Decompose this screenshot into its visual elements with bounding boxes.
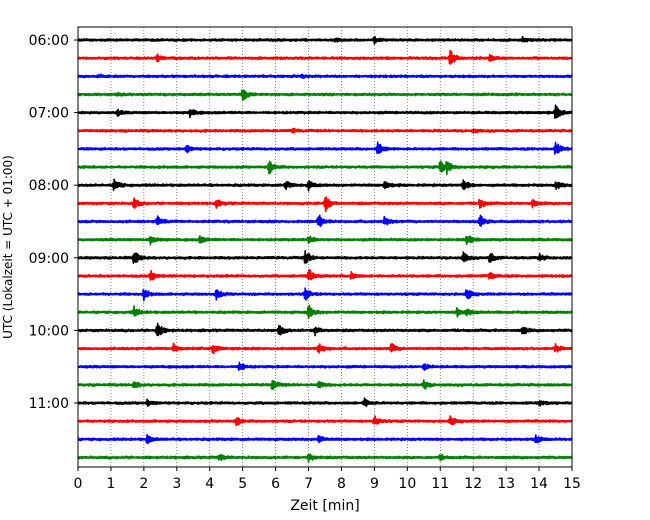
seismic-traces [77, 35, 573, 464]
x-tick-label-10: 10 [398, 476, 416, 492]
x-axis-label: Zeit [min] [290, 498, 359, 514]
trace-1000 [77, 322, 573, 337]
x-tick-label-12: 12 [464, 476, 482, 492]
y-tick-label-1100: 11:00 [29, 396, 69, 412]
trace-0615 [77, 49, 573, 65]
trace-1030 [77, 361, 573, 371]
trace-0815 [77, 196, 573, 213]
x-tick-label-15: 15 [563, 476, 581, 492]
x-tick-label-0: 0 [74, 476, 83, 492]
trace-0645 [77, 89, 573, 102]
y-tick-label-0900: 09:00 [29, 251, 69, 267]
x-tick-label-9: 9 [370, 476, 379, 492]
trace-0730 [77, 141, 573, 155]
trace-1145 [77, 453, 573, 464]
trace-0715 [77, 127, 573, 134]
trace-0930 [77, 287, 573, 302]
trace-0630 [77, 73, 573, 80]
x-tick-label-2: 2 [139, 476, 148, 492]
trace-0945 [77, 304, 573, 320]
y-axis-label: UTC (Lokalzeit = UTC + 01:00) [1, 155, 15, 339]
x-tick-label-14: 14 [530, 476, 548, 492]
x-tick-label-6: 6 [271, 476, 280, 492]
x-tick-label-7: 7 [304, 476, 313, 492]
trace-0745 [77, 160, 573, 176]
trace-1015 [77, 342, 573, 355]
vertical-gridlines [110, 27, 540, 467]
trace-0800 [77, 178, 573, 192]
trace-0900 [77, 250, 573, 265]
plot-frame [77, 26, 573, 468]
y-axis-ticks: 06:00 07:00 08:00 09:00 10:00 11:00 [29, 33, 78, 412]
trace-1045 [77, 379, 573, 391]
trace-0600 [77, 35, 573, 45]
y-tick-label-1000: 10:00 [29, 323, 69, 339]
x-tick-label-1: 1 [106, 476, 115, 492]
x-tick-label-3: 3 [172, 476, 181, 492]
x-tick-label-13: 13 [497, 476, 515, 492]
trace-0700 [77, 104, 573, 119]
trace-1100 [77, 397, 573, 408]
y-tick-label-0800: 08:00 [29, 178, 69, 194]
trace-0830 [77, 214, 573, 228]
y-tick-label-0700: 07:00 [29, 106, 69, 122]
trace-0845 [77, 235, 573, 246]
x-tick-label-5: 5 [238, 476, 247, 492]
x-axis-ticks: 0 1 2 3 4 5 6 7 8 9 10 11 12 13 14 15 [74, 467, 581, 492]
y-tick-label-0600: 06:00 [29, 33, 69, 49]
x-tick-label-4: 4 [205, 476, 214, 492]
x-tick-label-8: 8 [337, 476, 346, 492]
x-tick-label-11: 11 [431, 476, 449, 492]
trace-1130 [77, 434, 573, 445]
trace-1115 [77, 415, 573, 427]
trace-0915 [77, 268, 573, 281]
